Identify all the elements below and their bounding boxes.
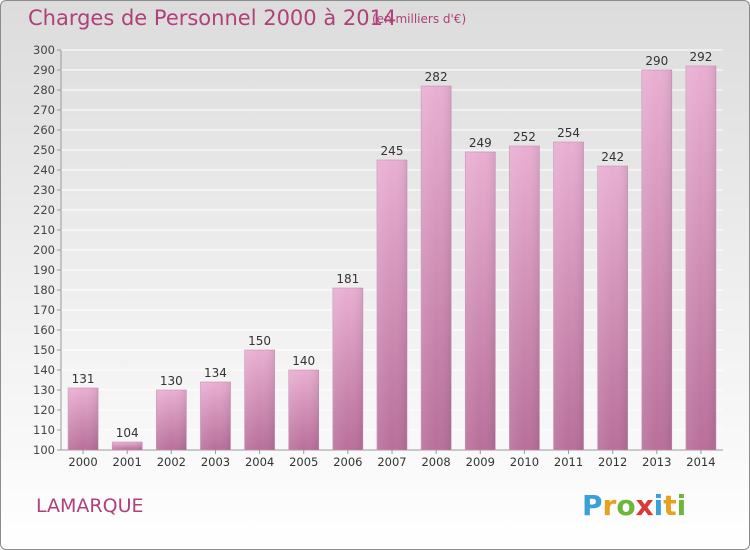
y-tick-label: 140 (33, 363, 55, 377)
y-tick-label: 220 (33, 203, 55, 217)
logo-letter: t (663, 489, 677, 522)
bar-shade (465, 152, 496, 450)
y-tick-label: 260 (33, 123, 55, 137)
x-tick-label: 2013 (642, 455, 671, 469)
bar-shade (509, 146, 540, 450)
bar-shade (288, 370, 319, 450)
bar-shade (685, 66, 716, 450)
y-tick-label: 190 (33, 263, 55, 277)
data-label: 181 (336, 272, 359, 286)
x-tick-label: 2004 (245, 455, 274, 469)
chart-subtitle: (en milliers d'€) (372, 12, 467, 26)
bar-shade (112, 442, 143, 450)
y-tick-labels: 100 110 120 130 140 150 160 170 180 190 200 210 220 2… (33, 43, 55, 457)
y-tick-label: 100 (33, 443, 55, 457)
x-tick-label: 2001 (113, 455, 142, 469)
y-tick-label: 290 (33, 63, 55, 77)
y-tick-label: 210 (33, 223, 55, 237)
y-tick-label: 250 (33, 143, 55, 157)
logo-letter: r (602, 489, 617, 522)
data-label: 130 (160, 374, 183, 388)
data-labels: 131 104 130 134 150 140 181 245 282 249 252 254 242 2… (72, 50, 713, 440)
x-tick-label: 2003 (201, 455, 230, 469)
data-label: 245 (381, 144, 404, 158)
data-label: 242 (601, 150, 624, 164)
y-tick-label: 170 (33, 303, 55, 317)
data-label: 140 (292, 354, 315, 368)
data-label: 252 (513, 130, 536, 144)
x-tick-label: 2002 (157, 455, 186, 469)
logo-letter: P (582, 489, 603, 522)
logo-letter: i (653, 489, 664, 522)
bar-shade (156, 390, 187, 450)
y-tick-label: 160 (33, 323, 55, 337)
logo-letter: x (635, 489, 654, 522)
data-label: 131 (72, 372, 95, 386)
data-label: 150 (248, 334, 271, 348)
x-tick-label: 2008 (421, 455, 450, 469)
bar-shade (421, 86, 452, 450)
data-label: 292 (689, 50, 712, 64)
data-label: 104 (116, 426, 139, 440)
y-tick-label: 270 (33, 103, 55, 117)
y-tick-label: 180 (33, 283, 55, 297)
x-tick-label: 2014 (686, 455, 715, 469)
bar-shade (244, 350, 275, 450)
chart-title: Charges de Personnel 2000 à 2014 (28, 6, 397, 30)
x-tick-label: 2006 (333, 455, 362, 469)
bar-shade (641, 70, 672, 450)
x-tick-label: 2011 (554, 455, 583, 469)
y-tick-label: 280 (33, 83, 55, 97)
y-tick-label: 230 (33, 183, 55, 197)
x-tick-labels: 2000 2001 2002 2003 2004 2005 2006 2007 2008 2009… (68, 455, 715, 469)
x-tick-label: 2005 (289, 455, 318, 469)
y-tick-label: 130 (33, 383, 55, 397)
bars (67, 65, 717, 451)
y-tick-label: 110 (33, 423, 55, 437)
commune-name: LAMARQUE (36, 495, 144, 517)
bar-shade (597, 166, 628, 450)
y-tick-label: 240 (33, 163, 55, 177)
data-label: 282 (425, 70, 448, 84)
data-label: 249 (469, 136, 492, 150)
x-tick-label: 2007 (377, 455, 406, 469)
bar-shade (200, 382, 231, 450)
bar-shade (553, 142, 584, 450)
data-label: 134 (204, 366, 227, 380)
x-tick-label: 2012 (598, 455, 627, 469)
bar-shade (68, 388, 99, 450)
y-tick-label: 120 (33, 403, 55, 417)
y-tick-label: 300 (33, 43, 55, 57)
bar-shade (376, 160, 408, 450)
data-label: 290 (645, 54, 668, 68)
x-tick-label: 2010 (510, 455, 539, 469)
y-tick-label: 150 (33, 343, 55, 357)
x-tick-label: 2009 (466, 455, 495, 469)
logo-letter: i (676, 489, 687, 522)
x-tick-label: 2000 (68, 455, 97, 469)
y-tick-label: 200 (33, 243, 55, 257)
bar-shade (332, 288, 363, 450)
logo-letter: o (616, 489, 636, 522)
proxiti-logo: Proxiti (582, 489, 686, 522)
data-label: 254 (557, 126, 580, 140)
